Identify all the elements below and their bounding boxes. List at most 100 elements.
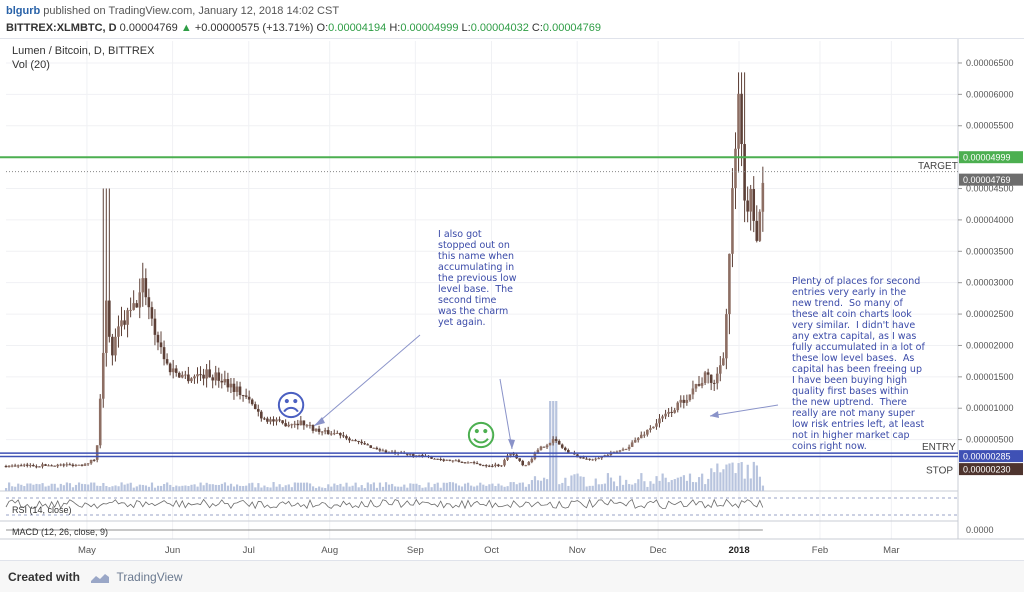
chart-frame[interactable]: TARGET ENTRY STOP 0.00006500 0.00006000 0.000… [0, 38, 1024, 560]
volume-bar [609, 477, 613, 491]
candle-body [193, 376, 196, 379]
volume-bar [381, 486, 385, 491]
volume-bar [710, 468, 713, 491]
candle-body [633, 440, 637, 443]
volume-bar [14, 486, 17, 491]
candle-body [363, 443, 366, 445]
candle-body [542, 446, 546, 448]
volume-bar [460, 486, 464, 491]
candle-body [737, 93, 740, 149]
candle-body [454, 460, 458, 462]
open-value: 0.00004194 [328, 22, 387, 34]
candle-body [284, 423, 287, 427]
candle-body [700, 382, 704, 386]
candle-body [263, 418, 266, 420]
candle-body [585, 458, 588, 460]
candle-body [38, 466, 41, 468]
volume-bar [62, 485, 65, 491]
entry-price-badge-bg [959, 450, 1023, 463]
volume-bar [217, 484, 220, 491]
volume-bar [163, 484, 166, 491]
candle-body [676, 402, 680, 411]
volume-bar [646, 486, 649, 491]
candle-body [457, 460, 461, 462]
volume-bar [35, 483, 38, 491]
volume-bar [476, 485, 479, 491]
candle-body [652, 426, 655, 429]
candle-body [308, 424, 312, 426]
candle-body [74, 464, 78, 466]
candle-body [171, 368, 175, 373]
volume-bar [23, 486, 26, 491]
candle-body [187, 374, 190, 382]
stop-price-badge: 0.00000230 [963, 465, 1011, 475]
volume-bar [56, 487, 59, 491]
candle-body [740, 93, 743, 145]
volume-bar [603, 483, 606, 491]
candle-body [266, 418, 269, 422]
candle-body [4, 465, 8, 468]
candle-body [80, 464, 84, 466]
price-chart[interactable]: TARGET ENTRY STOP 0.00006500 0.00006000 0.000… [0, 39, 1024, 561]
candle-body [22, 464, 26, 466]
candle-body [196, 374, 199, 377]
y-tick-label: 0.00004500 [966, 184, 1014, 194]
volume-bar [93, 482, 96, 491]
volume-bar [573, 474, 576, 491]
y-tick-label: 0.00006000 [966, 89, 1014, 99]
volume-bar [272, 482, 275, 491]
volume-bar [384, 482, 388, 491]
candle-body [202, 374, 205, 379]
volume-bar [68, 483, 72, 491]
volume-bar [257, 483, 260, 491]
volume-bar [229, 483, 233, 491]
candle-body [390, 451, 394, 453]
volume-bar [345, 482, 348, 491]
candle-body [132, 303, 135, 310]
volume-bar [144, 485, 148, 491]
candle-body [174, 368, 178, 373]
candle-body [256, 409, 260, 412]
candle-body [101, 352, 105, 399]
candle-body [636, 438, 640, 441]
candle-body [159, 342, 163, 348]
volume-bar [719, 472, 722, 491]
volume-bar [138, 484, 141, 491]
volume-bar [546, 479, 549, 491]
volume-bar [485, 485, 488, 491]
volume-bar [667, 482, 670, 491]
candle-body [342, 435, 345, 437]
volume-bar [372, 482, 375, 491]
candle-body [725, 314, 728, 359]
candle-body [108, 300, 111, 337]
volume-bar [567, 485, 570, 491]
volume-bar [479, 482, 482, 491]
annotation-stopped-out: I also got stopped out on this name when… [438, 229, 517, 328]
volume-bar [321, 487, 324, 491]
y-tick-label: 0.00004000 [966, 215, 1014, 225]
volume-bar [448, 482, 451, 491]
candle-body [339, 432, 342, 436]
volume-bar [47, 485, 50, 491]
volume-bar [515, 484, 518, 491]
candle-body [755, 220, 759, 241]
candle-body [551, 439, 555, 443]
volume-bar [123, 484, 126, 491]
stop-price-badge-bg [959, 463, 1023, 476]
volume-bar [153, 487, 157, 491]
candle-body [329, 433, 333, 435]
volume-bar [740, 462, 743, 491]
candle-body [68, 464, 72, 466]
volume-bar [482, 484, 485, 491]
candle-body [563, 447, 567, 451]
volume-bar [80, 483, 84, 491]
tradingview-brand[interactable]: TradingView [116, 570, 183, 584]
candle-body [241, 395, 245, 397]
volume-bar [503, 486, 506, 491]
author-link[interactable]: blgurb [6, 5, 41, 17]
volume-bar [500, 485, 503, 491]
volume-bar [208, 484, 211, 491]
volume-bar [211, 484, 214, 491]
volume-bar [606, 473, 610, 491]
volume-bar [457, 485, 461, 491]
